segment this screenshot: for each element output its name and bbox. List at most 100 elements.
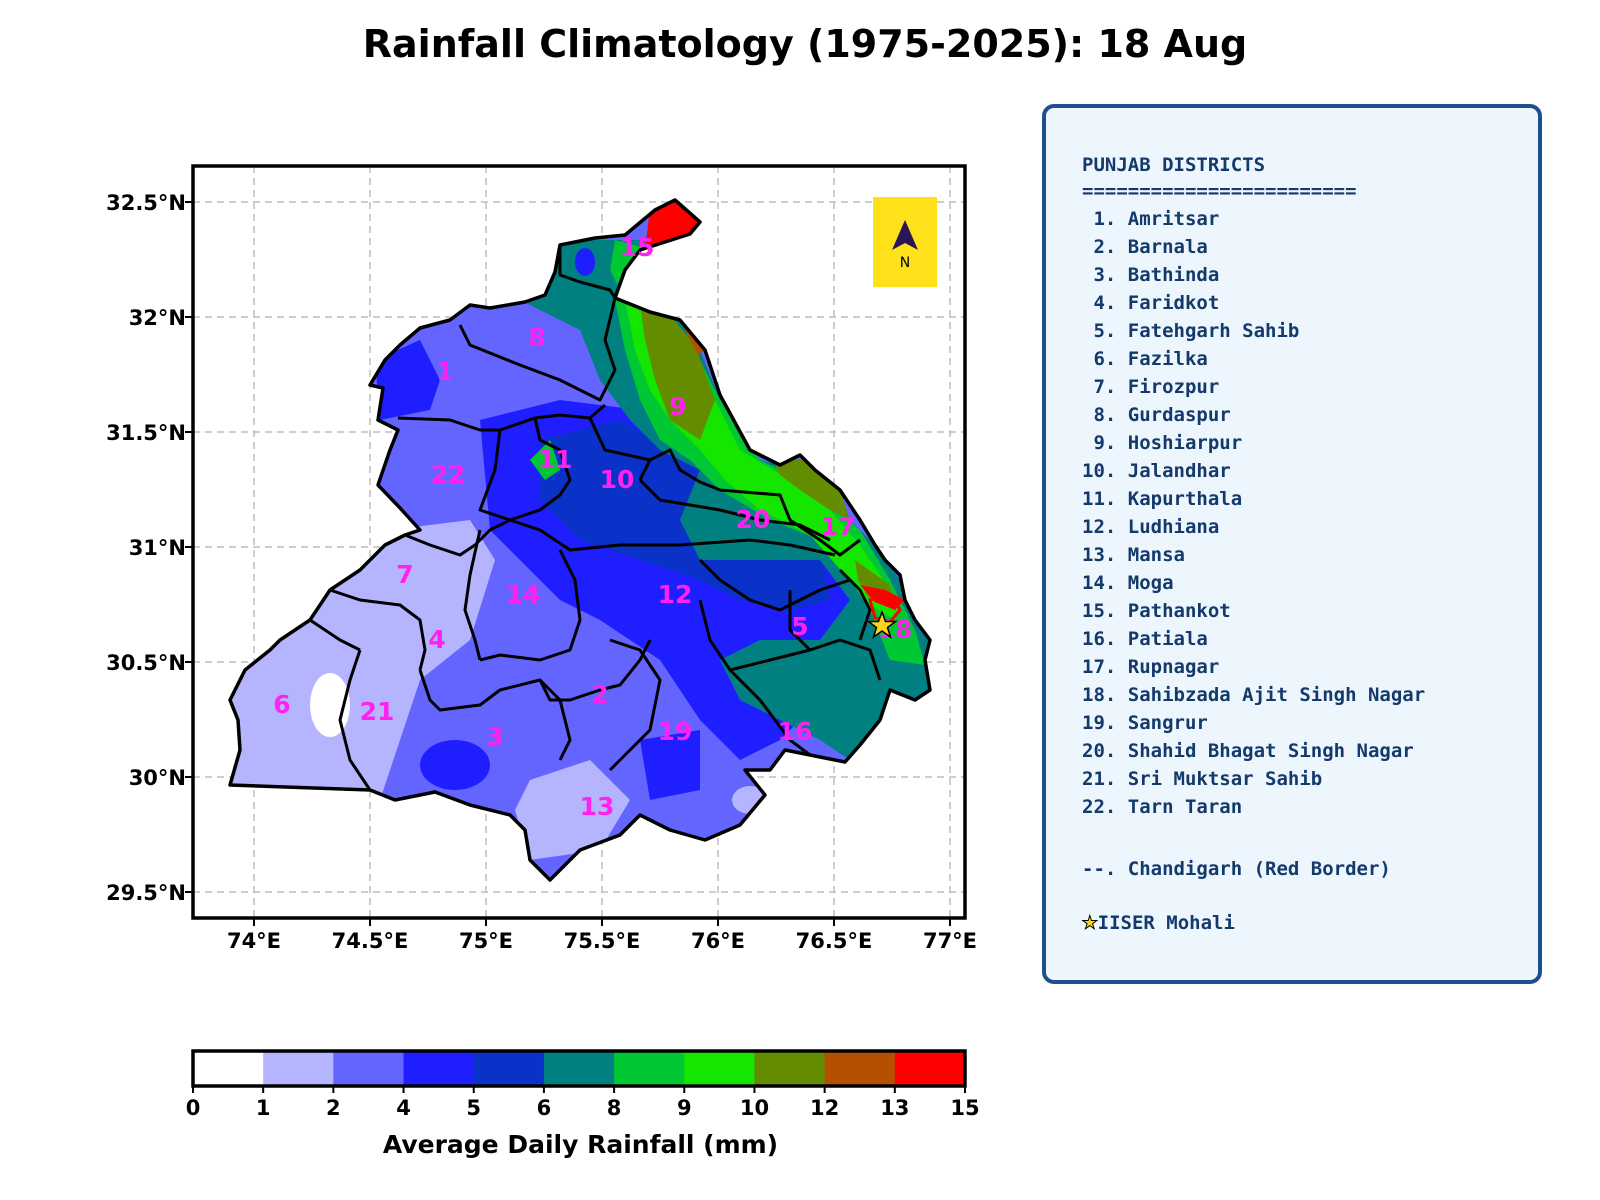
district-number: 9 (669, 392, 686, 421)
legend-item: 20. Shahid Bhagat Singh Nagar (1082, 740, 1414, 762)
district-number: 6 (273, 690, 290, 719)
lon-tick-label: 75°E (459, 929, 513, 953)
map-border (191, 164, 967, 920)
lat-tick-label: 31.5°N (106, 421, 186, 445)
district-number: 3 (486, 722, 503, 751)
legend-item: 7. Firozpur (1082, 376, 1220, 398)
colorbar-tick-label: 0 (186, 1096, 201, 1120)
colorbar-tick-label: 5 (466, 1096, 481, 1120)
legend-note: --. Chandigarh (Red Border) (1082, 858, 1391, 880)
north-arrow-label: N (900, 255, 910, 271)
colorbar-tick-label: 9 (677, 1096, 692, 1120)
colorbar-tick-label: 12 (810, 1096, 839, 1120)
colorbar: 0 1 2 4 5 6 8 9 10 12 13 15 (186, 1049, 980, 1120)
lon-axis (253, 918, 951, 926)
district-number: 13 (580, 792, 615, 821)
colorbar-tick-label: 15 (950, 1096, 979, 1120)
lon-tick-label: 74°E (227, 929, 281, 953)
colorbar-segment (403, 1051, 475, 1086)
colorbar-border (191, 1049, 967, 1088)
lat-tick-label: 32°N (129, 306, 186, 330)
legend-item: 19. Sangrur (1082, 712, 1208, 734)
district-number: 22 (431, 460, 466, 489)
district-boundaries (279, 245, 882, 791)
legend-marker-label: IISER Mohali (1097, 912, 1235, 934)
district-number: 8 (528, 323, 545, 352)
iiser-mohali-star-icon (866, 609, 898, 639)
district-number: 21 (360, 697, 395, 726)
colorbar-segment (473, 1051, 545, 1086)
star-icon: ★ (1082, 906, 1099, 937)
colorbar-label: Average Daily Rainfall (mm) (382, 1130, 779, 1159)
district-number: 17 (821, 512, 856, 541)
chandigarh-border (868, 593, 902, 624)
colorbar-segment (754, 1051, 826, 1086)
district-number: 2 (591, 680, 608, 709)
colorbar-tick-label: 2 (326, 1096, 341, 1120)
legend-item: 18. Sahibzada Ajit Singh Nagar (1082, 684, 1426, 706)
legend-item: 4. Faridkot (1082, 292, 1220, 314)
legend-item: 1. Amritsar (1082, 208, 1220, 230)
colorbar-tick-label: 6 (537, 1096, 552, 1120)
lat-tick-label: 30.5°N (106, 651, 186, 675)
lat-tick-label: 32.5°N (106, 191, 186, 215)
lat-axis (185, 201, 193, 893)
lon-tick-label: 75.5°E (564, 929, 641, 953)
district-number: 16 (778, 717, 813, 746)
district-number: 15 (620, 233, 655, 262)
legend-item: 10. Jalandhar (1082, 460, 1231, 482)
colorbar-segment (333, 1051, 405, 1086)
legend-item: 6. Fazilka (1082, 348, 1208, 370)
district-legend: PUNJAB DISTRICTS =======================… (1042, 104, 1542, 984)
district-number: 20 (736, 505, 771, 534)
legend-item: 8. Gurdaspur (1082, 404, 1231, 426)
district-number: 5 (791, 612, 808, 641)
legend-item: 3. Bathinda (1082, 264, 1220, 286)
district-number: 12 (658, 580, 693, 609)
legend-item: 9. Hoshiarpur (1082, 432, 1243, 454)
legend-item: 17. Rupnagar (1082, 656, 1220, 678)
lon-tick-label: 77°E (923, 929, 977, 953)
legend-item: 14. Moga (1082, 572, 1174, 594)
legend-title: PUNJAB DISTRICTS (1082, 154, 1266, 176)
colorbar-tick-label: 4 (396, 1096, 411, 1120)
lon-tick-label: 74.5°E (332, 929, 409, 953)
district-number: 11 (538, 445, 573, 474)
district-labels: 1 2 3 4 5 6 7 8 9 10 11 12 13 14 15 16 1… (273, 233, 912, 821)
colorbar-segment (193, 1051, 264, 1086)
colorbar-tick-label: 1 (256, 1096, 271, 1120)
north-arrow-icon: N (873, 197, 937, 287)
colorbar-tick-label: 13 (880, 1096, 909, 1120)
colorbar-segment (263, 1051, 334, 1086)
lat-tick-label: 29.5°N (106, 881, 186, 905)
lon-tick-label: 76°E (691, 929, 745, 953)
legend-item: 13. Mansa (1082, 544, 1185, 566)
district-number: 1 (436, 357, 453, 386)
colorbar-segment (894, 1051, 966, 1086)
legend-item: 15. Pathankot (1082, 600, 1231, 622)
colorbar-tick-label: 8 (607, 1096, 622, 1120)
legend-item: 11. Kapurthala (1082, 488, 1243, 510)
legend-item: 22. Tarn Taran (1082, 796, 1243, 818)
district-number: 7 (396, 560, 413, 589)
district-number: 19 (658, 717, 693, 746)
district-number: 14 (506, 580, 541, 609)
lat-tick-label: 30°N (129, 766, 186, 790)
chart-title: Rainfall Climatology (1975-2025): 18 Aug (362, 22, 1248, 66)
colorbar-tick-label: 10 (740, 1096, 769, 1120)
district-number: 10 (600, 465, 635, 494)
legend-separator: ======================== (1082, 180, 1357, 202)
colorbar-segment (543, 1051, 615, 1086)
lat-tick-label: 31°N (129, 536, 186, 560)
legend-item: 2. Barnala (1082, 236, 1208, 258)
district-number: 4 (428, 625, 445, 654)
legend-item: 5. Fatehgarh Sahib (1082, 320, 1300, 342)
colorbar-segment (614, 1051, 685, 1086)
legend-marker-row: ★IISER Mohali (1082, 906, 1235, 937)
punjab-outline (228, 198, 932, 882)
legend-item: 21. Sri Muktsar Sahib (1082, 768, 1323, 790)
lon-tick-label: 76.5°E (796, 929, 873, 953)
legend-item: 16. Patiala (1082, 628, 1208, 650)
colorbar-segment (684, 1051, 755, 1086)
